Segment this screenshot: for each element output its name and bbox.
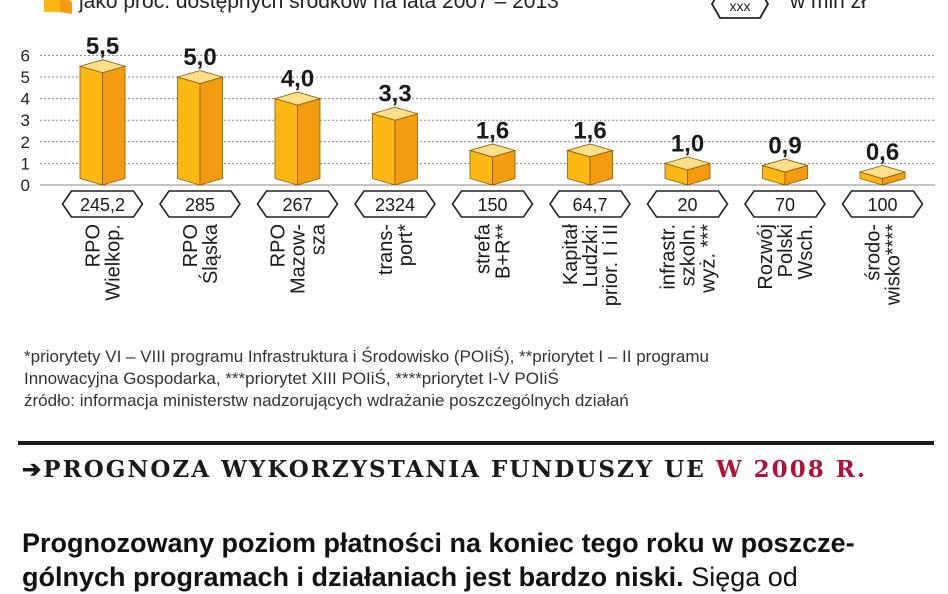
y-tick-label: 4 bbox=[21, 90, 30, 109]
y-ticks: 0 1 2 3 4 5 6 bbox=[21, 46, 30, 195]
y-tick-label: 5 bbox=[21, 68, 30, 87]
bar bbox=[858, 165, 907, 186]
amount-label: 64,7 bbox=[572, 195, 607, 215]
bar bbox=[566, 143, 614, 186]
category-label-line: Kapitał bbox=[560, 223, 582, 285]
category-label-line: infrastr. bbox=[658, 224, 680, 290]
amount-badge: 100 bbox=[841, 190, 924, 218]
amount-badge: 64,7 bbox=[549, 190, 631, 218]
bar bbox=[468, 143, 517, 186]
amount-badge: 70 bbox=[744, 190, 826, 218]
category-label-line: wyż. *** bbox=[698, 224, 720, 294]
category-label: KapitałLudzki:prior. I i II bbox=[560, 223, 622, 306]
value-label: 5,0 bbox=[183, 44, 216, 71]
category-label-line: port* bbox=[395, 224, 417, 266]
category-label: trans-port* bbox=[375, 224, 417, 275]
value-label: 4,0 bbox=[281, 66, 314, 93]
category-label-line: RPO bbox=[83, 224, 105, 267]
amount-label: 267 bbox=[282, 195, 312, 215]
category-label-line: trans- bbox=[375, 224, 397, 275]
category-label-line: Rozwój bbox=[755, 224, 777, 290]
bar bbox=[761, 158, 809, 186]
category-label-line: sza bbox=[308, 223, 330, 255]
amount-label: 20 bbox=[677, 195, 697, 215]
bars bbox=[78, 59, 907, 186]
category-label-line: szkoln. bbox=[678, 224, 700, 286]
lead-bold: Prognozowany poziom płatności na koniec … bbox=[22, 528, 855, 592]
category-label-line: B+R** bbox=[493, 224, 515, 279]
amount-labels: 245,2 285 267 2324 150 64,7 20 70 100 bbox=[61, 190, 924, 218]
value-label: 0,6 bbox=[866, 139, 899, 166]
section-divider bbox=[18, 441, 934, 445]
value-labels: 5,5 5,0 4,0 3,3 1,6 1,6 1,0 0,9 0,6 bbox=[86, 33, 899, 166]
category-label-line: Ludzki: bbox=[580, 224, 602, 287]
amount-badge: 150 bbox=[451, 190, 534, 218]
legend-amount-symbol: xxx bbox=[730, 0, 751, 14]
y-tick-label: 3 bbox=[21, 111, 30, 130]
y-tick-label: 1 bbox=[21, 154, 30, 173]
bar bbox=[371, 106, 419, 186]
legend-amount-label: w mln zł bbox=[790, 0, 866, 13]
category-label-line: środo- bbox=[863, 224, 885, 281]
lead-normal: Sięga od bbox=[691, 562, 798, 592]
amount-label: 2324 bbox=[375, 195, 415, 215]
legend-amount-icon: xxx bbox=[710, 0, 770, 19]
y-tick-label: 2 bbox=[21, 133, 30, 152]
bar bbox=[663, 156, 712, 186]
category-label: RPOWielkop. bbox=[83, 224, 125, 301]
category-label: RPOŚląska bbox=[180, 223, 222, 284]
value-label: 5,5 bbox=[86, 33, 119, 60]
source-note: źródło: informacja ministerstw nadzorują… bbox=[24, 391, 629, 410]
arrow-icon: ➔ bbox=[22, 456, 44, 483]
category-label-line: Wsch. bbox=[795, 224, 817, 280]
legend-cube-icon bbox=[44, 0, 72, 14]
legend-percent-label: jako proc. dostępnych środków na lata 20… bbox=[79, 0, 559, 13]
value-label: 0,9 bbox=[768, 133, 801, 160]
category-label-line: prior. I i II bbox=[600, 224, 622, 306]
footnote-line: *priorytety VI – VIII programu Infrastru… bbox=[24, 347, 709, 366]
category-label-line: wisko**** bbox=[883, 224, 905, 306]
category-label-line: Śląska bbox=[198, 223, 222, 284]
amount-badge: 245,2 bbox=[61, 190, 144, 218]
bar bbox=[273, 91, 322, 186]
category-label: środo-wisko**** bbox=[863, 224, 905, 306]
amount-label: 245,2 bbox=[80, 195, 125, 215]
lead-paragraph: Prognozowany poziom płatności na koniec … bbox=[22, 526, 932, 594]
category-label-line: RPO bbox=[180, 224, 202, 267]
category-label-line: strefa bbox=[473, 223, 495, 274]
amount-badge: 267 bbox=[256, 190, 339, 218]
category-label-line: Mazow- bbox=[288, 224, 310, 294]
amount-badge: 2324 bbox=[354, 190, 436, 218]
category-label: RozwójPolskiWsch. bbox=[755, 224, 817, 290]
value-label: 1,6 bbox=[476, 117, 509, 144]
value-label: 1,6 bbox=[573, 117, 606, 144]
amount-label: 150 bbox=[477, 195, 507, 215]
category-label: RPOMazow-sza bbox=[268, 223, 330, 294]
value-label: 1,0 bbox=[671, 130, 704, 157]
category-label: strefaB+R** bbox=[473, 223, 515, 279]
bar bbox=[78, 59, 127, 186]
y-tick-label: 0 bbox=[21, 176, 30, 195]
bar bbox=[176, 70, 224, 186]
legend-icons: xxx bbox=[44, 0, 770, 19]
amount-label: 285 bbox=[185, 195, 215, 215]
section-heading: ➔PROGNOZA WYKORZYSTANIA FUNDUSZY UE W 20… bbox=[22, 456, 867, 483]
footnote-line: Innowacyjna Gospodarka, ***priorytet XII… bbox=[24, 369, 559, 388]
category-label: infrastr.szkoln.wyż. *** bbox=[658, 224, 720, 294]
category-labels: RPOWielkop. RPOŚląska RPOMazow-sza trans-po… bbox=[83, 223, 905, 306]
amount-badge: 20 bbox=[646, 190, 729, 218]
amount-label: 100 bbox=[867, 195, 897, 215]
category-label-line: Polski bbox=[775, 224, 797, 277]
section-title-accent: W 2008 R. bbox=[715, 456, 867, 483]
y-tick-label: 6 bbox=[21, 46, 30, 65]
footnotes: *priorytety VI – VIII programu Infrastru… bbox=[24, 346, 709, 412]
value-label: 3,3 bbox=[378, 81, 411, 108]
category-label-line: Wielkop. bbox=[103, 224, 125, 301]
amount-badge: 285 bbox=[159, 190, 241, 218]
category-label-line: RPO bbox=[268, 224, 290, 267]
amount-label: 70 bbox=[775, 195, 795, 215]
section-title: PROGNOZA WYKORZYSTANIA FUNDUSZY UE bbox=[43, 456, 706, 483]
